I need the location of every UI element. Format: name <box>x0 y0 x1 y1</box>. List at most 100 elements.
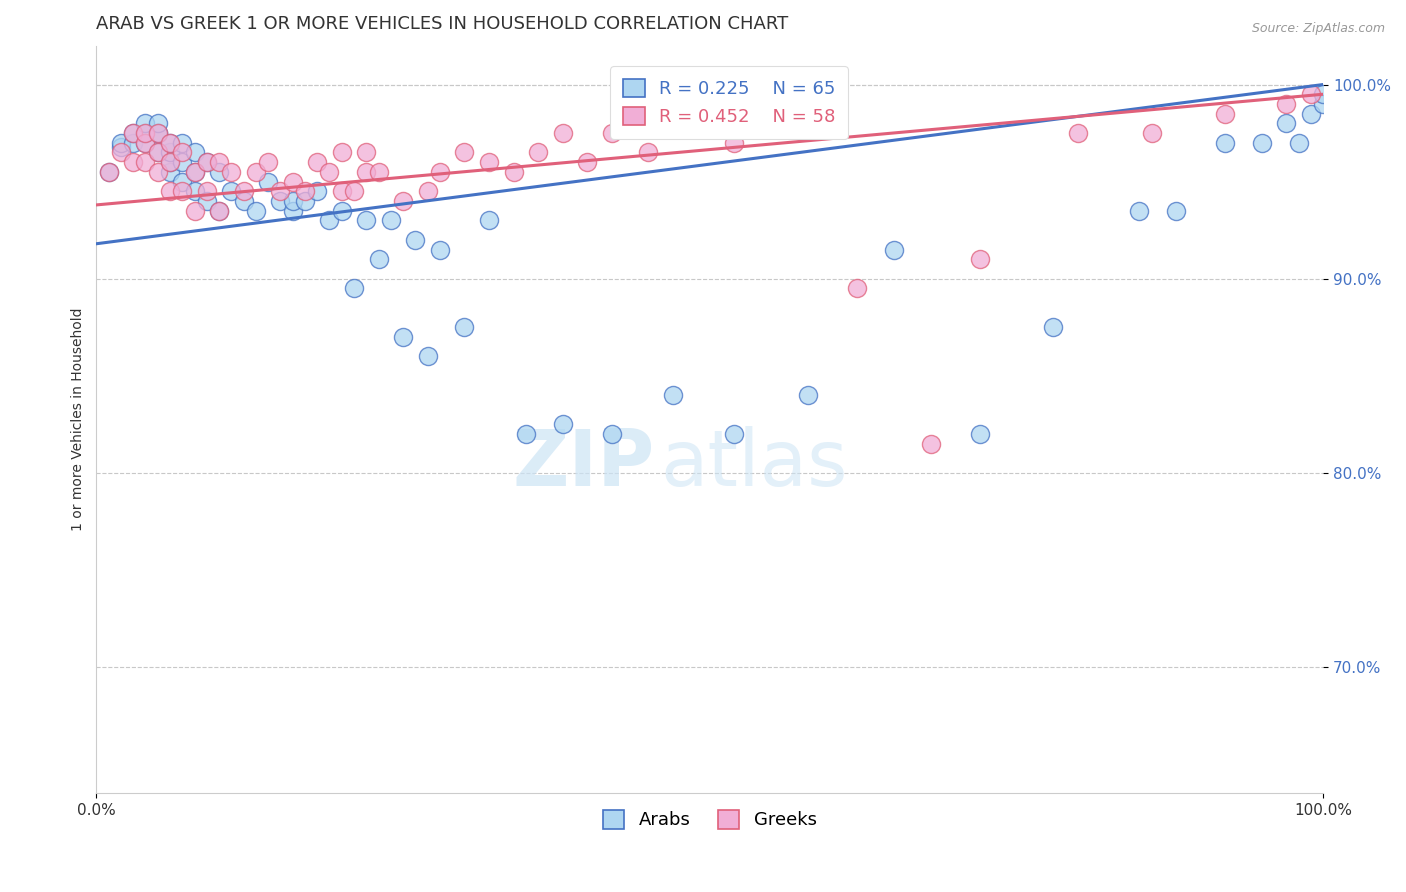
Point <box>159 136 181 150</box>
Point <box>146 126 169 140</box>
Point <box>1275 116 1298 130</box>
Point <box>146 126 169 140</box>
Point <box>122 155 145 169</box>
Point <box>416 184 439 198</box>
Point <box>208 165 231 179</box>
Point <box>159 155 181 169</box>
Point <box>453 320 475 334</box>
Point <box>883 243 905 257</box>
Point <box>159 136 181 150</box>
Point <box>380 213 402 227</box>
Point <box>110 145 132 160</box>
Point <box>343 184 366 198</box>
Point <box>122 136 145 150</box>
Point <box>600 427 623 442</box>
Point <box>146 116 169 130</box>
Point <box>662 388 685 402</box>
Point <box>172 184 194 198</box>
Point <box>1275 97 1298 112</box>
Point <box>183 145 205 160</box>
Point <box>429 243 451 257</box>
Point <box>920 437 942 451</box>
Point <box>281 203 304 218</box>
Point <box>478 213 501 227</box>
Point <box>453 145 475 160</box>
Point <box>637 145 659 160</box>
Point <box>294 194 316 208</box>
Point <box>183 184 205 198</box>
Point <box>134 155 156 169</box>
Point <box>221 184 243 198</box>
Point <box>478 155 501 169</box>
Point <box>330 203 353 218</box>
Point <box>1042 320 1064 334</box>
Point <box>1299 106 1322 120</box>
Point <box>1128 203 1150 218</box>
Point <box>723 136 745 150</box>
Point <box>576 155 599 169</box>
Point <box>146 145 169 160</box>
Point <box>134 136 156 150</box>
Point <box>183 165 205 179</box>
Point <box>600 126 623 140</box>
Point <box>195 194 218 208</box>
Point <box>1213 136 1236 150</box>
Point <box>969 427 991 442</box>
Point <box>159 184 181 198</box>
Point <box>307 184 329 198</box>
Point <box>208 203 231 218</box>
Point <box>1164 203 1187 218</box>
Point <box>134 126 156 140</box>
Point <box>318 213 340 227</box>
Point <box>134 116 156 130</box>
Point <box>343 281 366 295</box>
Point <box>367 165 389 179</box>
Point <box>551 417 574 432</box>
Point <box>318 165 340 179</box>
Point <box>146 126 169 140</box>
Point <box>515 427 537 442</box>
Point <box>146 145 169 160</box>
Point <box>1251 136 1274 150</box>
Point <box>1312 87 1334 102</box>
Point <box>146 165 169 179</box>
Point <box>269 194 291 208</box>
Point <box>392 330 415 344</box>
Point <box>110 139 132 153</box>
Point <box>172 136 194 150</box>
Point <box>416 350 439 364</box>
Point <box>1213 106 1236 120</box>
Point <box>356 145 378 160</box>
Point <box>404 233 426 247</box>
Point <box>172 155 194 169</box>
Point <box>159 155 181 169</box>
Point <box>183 203 205 218</box>
Point <box>134 136 156 150</box>
Point <box>195 155 218 169</box>
Point <box>969 252 991 267</box>
Point <box>551 126 574 140</box>
Point <box>502 165 524 179</box>
Point <box>172 175 194 189</box>
Point <box>110 136 132 150</box>
Point <box>159 165 181 179</box>
Point <box>527 145 550 160</box>
Point <box>356 213 378 227</box>
Point <box>846 281 869 295</box>
Point <box>1299 87 1322 102</box>
Point <box>172 145 194 160</box>
Point <box>294 184 316 198</box>
Text: atlas: atlas <box>661 426 848 502</box>
Text: ZIP: ZIP <box>512 426 655 502</box>
Legend: Arabs, Greeks: Arabs, Greeks <box>596 803 824 837</box>
Point <box>307 155 329 169</box>
Point <box>281 175 304 189</box>
Point <box>330 145 353 160</box>
Point <box>183 165 205 179</box>
Point <box>159 145 181 160</box>
Point <box>195 184 218 198</box>
Point <box>122 126 145 140</box>
Point <box>392 194 415 208</box>
Point <box>195 155 218 169</box>
Point <box>245 165 267 179</box>
